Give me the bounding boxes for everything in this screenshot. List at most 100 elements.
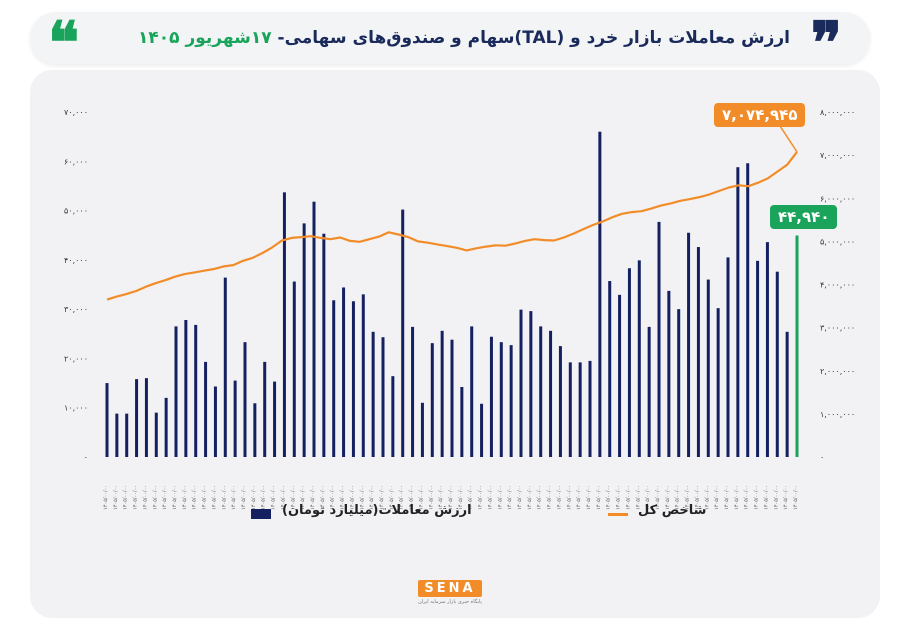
right-axis-tick-label: ۲,۰۰۰,۰۰۰ <box>820 367 855 376</box>
x-axis-tick-label: ۱۴۰۵/۰۰/۰۰ <box>182 485 188 510</box>
bar <box>430 343 434 457</box>
x-axis-tick-label: ۱۴۰۵/۰۰/۰۰ <box>458 485 464 510</box>
x-axis-tick-label: ۱۴۰۵/۰۰/۰۰ <box>152 485 158 510</box>
bar <box>263 361 267 457</box>
x-axis-tick-label: ۱۴۰۵/۰۰/۰۰ <box>556 485 562 510</box>
legend-bar-swatch <box>251 509 271 519</box>
bar <box>253 403 257 457</box>
bar <box>204 361 208 457</box>
bar <box>391 376 395 457</box>
x-axis-tick-label: ۱۴۰۵/۰۰/۰۰ <box>261 485 267 510</box>
trade-value-badge: ۴۴,۹۴۰ <box>770 205 838 229</box>
right-axis-tick-label: ۳,۰۰۰,۰۰۰ <box>820 324 855 333</box>
x-axis-tick-label: ۱۴۰۵/۰۰/۰۰ <box>290 485 296 510</box>
x-axis-tick-label: ۱۴۰۵/۰۰/۰۰ <box>793 485 799 510</box>
logo-name: SENA <box>418 580 482 597</box>
x-axis-tick-label: ۱۴۰۵/۰۰/۰۰ <box>616 485 622 510</box>
bar <box>519 309 523 457</box>
bar <box>184 319 188 457</box>
sena-logo: SENA پایگاه خبری بازار سرمایه ایران <box>404 577 496 611</box>
x-axis-tick-label: ۱۴۰۵/۰۰/۰۰ <box>192 485 198 510</box>
bar <box>342 287 346 457</box>
x-axis-tick-label: ۱۴۰۵/۰۰/۰۰ <box>625 485 631 510</box>
x-axis-tick-label: ۱۴۰۵/۰۰/۰۰ <box>251 485 257 510</box>
x-axis-tick-label: ۱۴۰۵/۰۰/۰۰ <box>330 485 336 510</box>
x-axis-tick-label: ۱۴۰۵/۰۰/۰۰ <box>103 485 109 510</box>
x-axis-tick-label: ۱۴۰۵/۰۰/۰۰ <box>655 485 661 510</box>
bar <box>381 337 385 457</box>
x-axis-tick-label: ۱۴۰۵/۰۰/۰۰ <box>231 485 237 510</box>
bar <box>785 331 789 457</box>
x-axis-tick-label: ۱۴۰۵/۰۰/۰۰ <box>724 485 730 510</box>
page-title: ارزش معاملات بازار خرد و (TAL)سهام و صند… <box>138 12 790 64</box>
bar <box>312 201 316 457</box>
x-axis-tick-label: ۱۴۰۵/۰۰/۰۰ <box>221 485 227 510</box>
x-axis-tick-label: ۱۴۰۵/۰۰/۰۰ <box>527 485 533 510</box>
x-axis-tick-label: ۱۴۰۵/۰۰/۰۰ <box>507 485 513 510</box>
x-axis-tick-label: ۱۴۰۵/۰۰/۰۰ <box>271 485 277 510</box>
x-axis-tick-label: ۱۴۰۵/۰۰/۰۰ <box>478 485 484 510</box>
bar <box>302 223 306 457</box>
bar <box>549 330 553 457</box>
left-axis-tick-label: ۴۰,۰۰۰ <box>64 256 88 265</box>
x-axis-tick-label: ۱۴۰۵/۰۰/۰۰ <box>448 485 454 510</box>
bar <box>509 345 513 457</box>
x-axis-tick-label: ۱۴۰۵/۰۰/۰۰ <box>133 485 139 510</box>
x-axis-tick-label: ۱۴۰۵/۰۰/۰۰ <box>428 485 434 510</box>
legend-bar-label: ارزش معاملات(میلیارد تومان) <box>282 503 472 518</box>
bar <box>765 242 769 457</box>
bar <box>401 209 405 457</box>
x-axis-tick-label: ۱۴۰۵/۰۰/۰۰ <box>685 485 691 510</box>
bar <box>677 309 681 457</box>
bar <box>332 300 336 457</box>
x-axis-tick-label: ۱۴۰۵/۰۰/۰۰ <box>773 485 779 510</box>
x-axis-tick-label: ۱۴۰۵/۰۰/۰۰ <box>497 485 503 510</box>
bar <box>539 326 543 457</box>
bar <box>105 383 109 457</box>
bar <box>420 402 424 457</box>
x-axis-tick-label: ۱۴۰۵/۰۰/۰۰ <box>547 485 553 510</box>
x-axis-tick-label: ۱۴۰۵/۰۰/۰۰ <box>123 485 129 510</box>
bar <box>706 279 710 457</box>
bar <box>292 281 296 457</box>
bar <box>775 271 779 457</box>
index-line <box>106 151 798 301</box>
x-axis-tick-label: ۱۴۰۵/۰۰/۰۰ <box>635 485 641 510</box>
x-axis-tick-label: ۱۴۰۵/۰۰/۰۰ <box>537 485 543 510</box>
left-axis-tick-label: ۶۰,۰۰۰ <box>64 157 88 166</box>
bar <box>174 326 178 457</box>
bar <box>716 308 720 457</box>
x-axis-tick-label: ۱۴۰۵/۰۰/۰۰ <box>280 485 286 510</box>
quote-open-icon: ❝ <box>48 9 80 77</box>
x-axis-tick-label: ۱۴۰۵/۰۰/۰۰ <box>783 485 789 510</box>
legend-line-swatch <box>608 513 628 516</box>
x-axis-tick-label: ۱۴۰۵/۰۰/۰۰ <box>379 485 385 510</box>
bar <box>411 326 415 457</box>
bar <box>489 336 493 457</box>
x-axis-tick-label: ۱۴۰۵/۰۰/۰۰ <box>438 485 444 510</box>
left-axis-tick-label: ۰ <box>84 453 88 462</box>
bar <box>608 281 612 457</box>
bar <box>470 326 474 457</box>
x-axis-tick-label: ۱۴۰۵/۰۰/۰۰ <box>704 485 710 510</box>
left-axis-tick-label: ۲۰,۰۰۰ <box>64 354 88 363</box>
x-axis-tick-label: ۱۴۰۵/۰۰/۰۰ <box>211 485 217 510</box>
title-bar: ❝ ارزش معاملات بازار خرد و (TAL)سهام و ص… <box>30 12 870 72</box>
bar <box>164 397 168 457</box>
x-axis-tick-label: ۱۴۰۵/۰۰/۰۰ <box>320 485 326 510</box>
bar <box>135 379 139 457</box>
bar <box>499 342 503 457</box>
bar <box>125 413 129 457</box>
bar <box>598 131 602 457</box>
x-axis-tick-label: ۱۴۰۵/۰۰/۰۰ <box>349 485 355 510</box>
bar <box>568 362 572 457</box>
bar <box>795 235 799 457</box>
right-axis-tick-label: ۶,۰۰۰,۰۰۰ <box>820 194 855 203</box>
x-axis-tick-label: ۱۴۰۵/۰۰/۰۰ <box>606 485 612 510</box>
bar <box>144 378 148 457</box>
left-axis-tick-label: ۱۰,۰۰۰ <box>64 404 88 413</box>
right-axis-tick-label: ۷,۰۰۰,۰۰۰ <box>820 151 855 160</box>
x-axis-tick-label: ۱۴۰۵/۰۰/۰۰ <box>596 485 602 510</box>
x-axis-tick-label: ۱۴۰۵/۰۰/۰۰ <box>369 485 375 510</box>
x-axis-tick-label: ۱۴۰۵/۰۰/۰۰ <box>409 485 415 510</box>
